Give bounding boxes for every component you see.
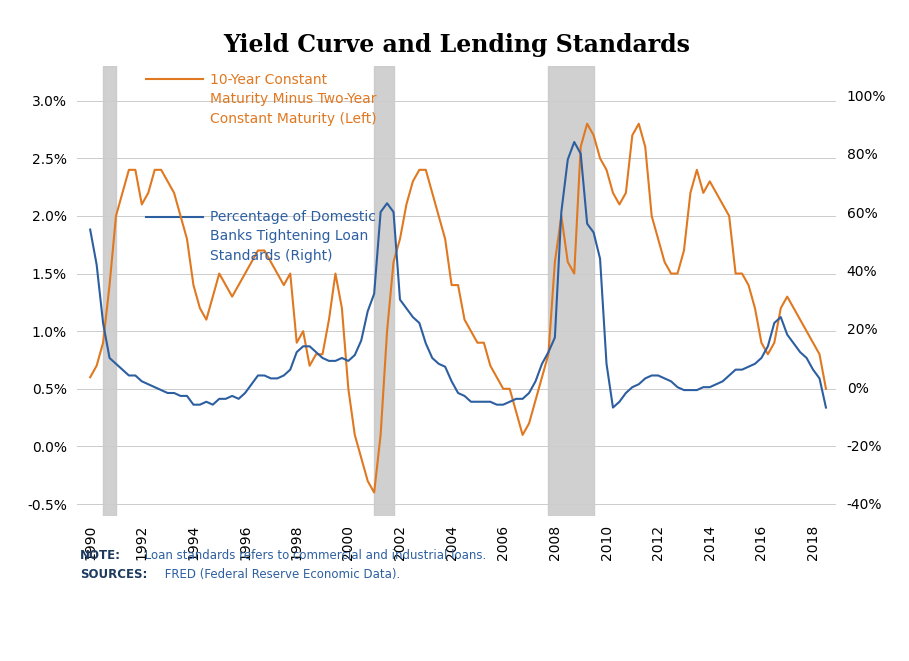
Bar xyxy=(375,66,394,516)
Title: Yield Curve and Lending Standards: Yield Curve and Lending Standards xyxy=(224,33,690,58)
Text: Loan standards refers to commercial and industrial loans.: Loan standards refers to commercial and … xyxy=(141,549,486,562)
Text: 10-Year Constant
Maturity Minus Two-Year
Constant Maturity (Left): 10-Year Constant Maturity Minus Two-Year… xyxy=(210,73,376,126)
Text: NOTE:: NOTE: xyxy=(80,549,121,562)
Text: St. Louis: St. Louis xyxy=(307,625,392,642)
Text: SOURCES:: SOURCES: xyxy=(80,568,147,582)
Text: of: of xyxy=(280,625,295,642)
Bar xyxy=(548,66,594,516)
Text: FRED (Federal Reserve Economic Data).: FRED (Federal Reserve Economic Data). xyxy=(161,568,400,582)
Bar xyxy=(103,66,116,516)
Text: Percentage of Domestic
Banks Tightening Loan
Standards (Right): Percentage of Domestic Banks Tightening … xyxy=(210,210,376,263)
Text: Federal Reserve Bank: Federal Reserve Bank xyxy=(23,625,224,642)
